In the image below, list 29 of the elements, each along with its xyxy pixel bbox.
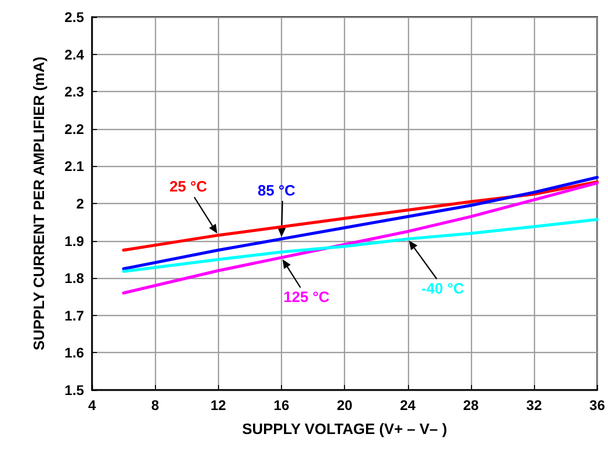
x-tick-label: 12 xyxy=(210,397,226,413)
line-series xyxy=(122,218,599,273)
x-tick-label: 36 xyxy=(589,397,606,413)
x-tick-label: 28 xyxy=(463,397,479,413)
x-tick-label: 4 xyxy=(88,397,96,413)
y-tick-label: 2.3 xyxy=(64,84,84,100)
y-tick-label: 2.5 xyxy=(64,9,84,25)
x-tick-label: 24 xyxy=(400,397,416,413)
y-tick-label: 1.8 xyxy=(64,270,84,286)
y-tick-label: 2.1 xyxy=(64,158,84,174)
line-series xyxy=(122,180,599,252)
y-tick-label: 2 xyxy=(76,196,84,212)
y-tick-label: 1.9 xyxy=(64,232,84,249)
x-tick-label: 32 xyxy=(526,397,542,413)
y-tick-label: 1.7 xyxy=(64,307,84,324)
y-tick-label: 1.6 xyxy=(64,344,84,361)
x-tick-label: 8 xyxy=(151,397,160,413)
x-tick-label: 16 xyxy=(274,397,290,413)
y-tick-label: 2.2 xyxy=(64,120,84,137)
y-tick-label: 1.5 xyxy=(64,382,84,398)
text: 85 °C xyxy=(258,182,296,200)
y-tick-label: 2.4 xyxy=(64,46,84,62)
line-series xyxy=(122,176,599,270)
text: 125 °C xyxy=(283,289,330,306)
y-axis-title: SUPPLY CURRENT PER AMPLIFIER (mA) xyxy=(31,56,48,350)
x-tick-label: 20 xyxy=(336,397,353,413)
text: 25 °C xyxy=(169,178,208,196)
x-axis-title: SUPPLY VOLTAGE (V+ – V– ) xyxy=(242,421,448,438)
text: -40 °C xyxy=(421,280,464,298)
